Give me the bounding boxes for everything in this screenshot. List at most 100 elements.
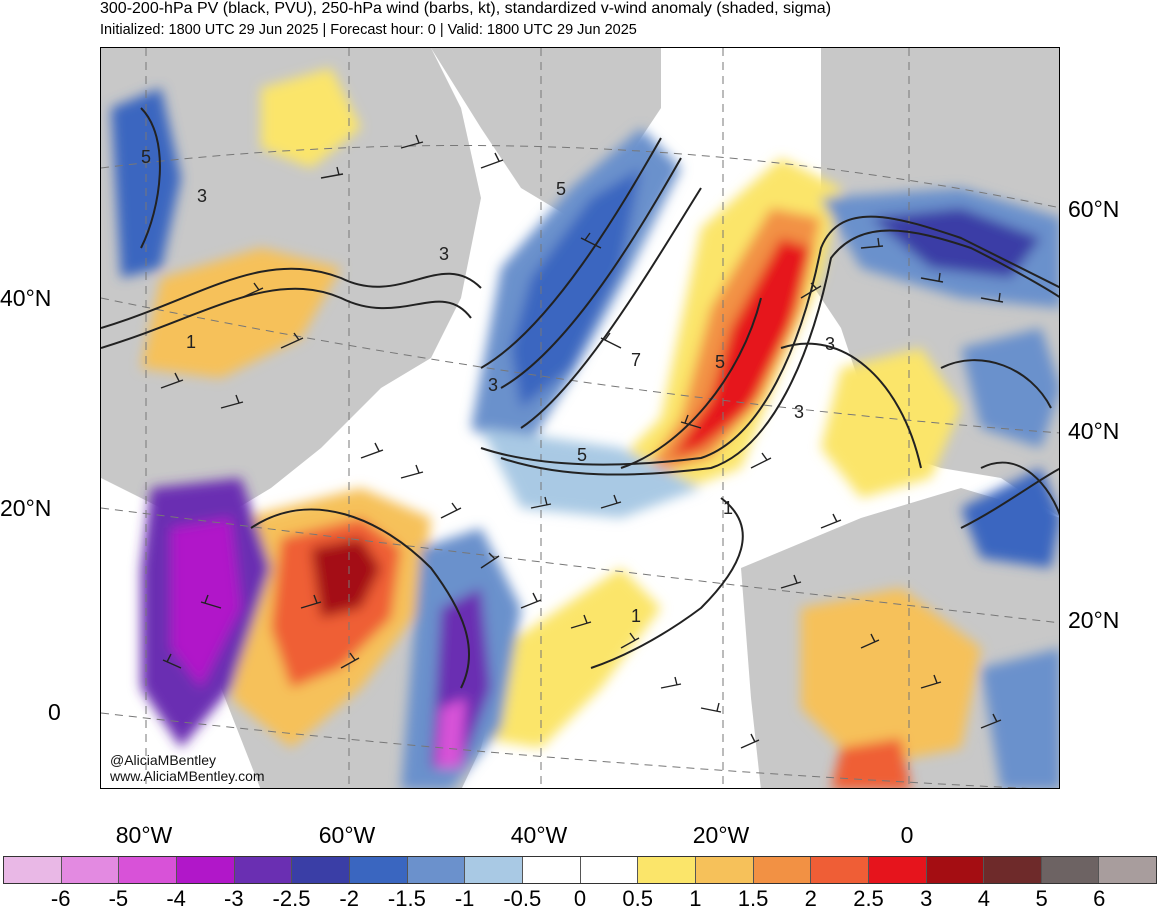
pv-label: 7 (631, 350, 641, 370)
colorbar-tick-label: -4 (166, 886, 186, 911)
colorbar-tick-label: 1 (689, 886, 702, 911)
pv-contour (101, 267, 482, 329)
parallel-40n (101, 297, 1059, 434)
anomaly-positive-atlantic-jet-max (671, 238, 811, 458)
pv-contour (250, 508, 470, 689)
lon-label-0: 0 (900, 822, 914, 848)
pv-labels: 5 3 3 5 3 1 3 7 5 5 3 1 1 (141, 147, 835, 626)
colorbar-tick-label: -5 (108, 886, 129, 911)
wind-barb (280, 332, 304, 349)
pv-label: 3 (794, 402, 804, 422)
anomaly-negative-central-atlantic-max (436, 698, 466, 768)
lat-label-60n-right: 60°N (1068, 196, 1120, 222)
anomaly-negative-mediterranean (961, 328, 1059, 448)
pv-contour (520, 187, 702, 429)
colorbar-swatch (234, 857, 293, 883)
colorbar-swatch (465, 857, 523, 883)
colorbar-tick-label: 5 (1035, 886, 1048, 911)
wind-barb (580, 232, 602, 249)
pv-contour (140, 107, 161, 249)
pv-contour (940, 359, 1052, 409)
wind-barb (520, 592, 542, 609)
wind-barb (162, 653, 182, 669)
colorbar-tick-label: -3 (224, 886, 244, 911)
lon-label-20w: 20°W (692, 822, 750, 848)
anomaly-positive-greenland (261, 68, 361, 168)
pv-label: 5 (556, 179, 566, 199)
wind-barb (360, 442, 384, 459)
anomaly-positive-west-atlantic (141, 248, 341, 378)
wind-barb (980, 292, 1004, 303)
anomaly-negative-west-us (111, 88, 181, 278)
anomaly-positive-west-africa (831, 738, 911, 788)
lat-label-0-left: 0 (48, 699, 61, 725)
colorbar-swatch (580, 857, 639, 883)
wind-barbs (160, 134, 1004, 749)
wind-barb (800, 282, 822, 299)
wind-barb (570, 614, 592, 629)
wind-barb (240, 282, 264, 299)
colorbar-tick-label: -2 (339, 886, 359, 911)
colorbar-swatch (119, 857, 177, 883)
pv-label: 1 (723, 498, 733, 518)
wind-barb (820, 513, 842, 529)
colorbar-tick-label: 3 (920, 886, 933, 911)
weather-map: 5 3 3 5 3 1 3 7 5 5 3 1 1 (100, 47, 1060, 789)
wind-barb (480, 152, 504, 169)
lon-label-60w: 60°W (318, 822, 376, 848)
pv-contours (101, 107, 1059, 689)
lat-label-40n-right: 40°N (1068, 418, 1120, 444)
pv-contour (620, 297, 762, 469)
wind-barb (700, 702, 722, 713)
wind-barb (220, 394, 244, 409)
wind-barb (980, 713, 1002, 729)
credit-handle: @AliciaMBentley (110, 752, 217, 768)
pv-label: 3 (439, 244, 449, 264)
map-subtitle: Initialized: 1800 UTC 29 Jun 2025 | Fore… (100, 22, 637, 38)
wind-barb (750, 452, 772, 469)
anomaly-positive-caribbean-max (311, 538, 381, 618)
pv-contour (500, 229, 1059, 476)
colorbar-swatch (4, 857, 62, 883)
credit-website: www.AliciaMBentley.com (110, 768, 265, 784)
wind-barb (620, 632, 640, 649)
graticule (101, 48, 1059, 788)
parallel-20n (101, 507, 1059, 624)
colorbar-swatch (61, 857, 120, 883)
colorbar-swatch (349, 857, 408, 883)
wind-barb (340, 652, 360, 669)
wind-barb (400, 134, 424, 149)
colorbar-swatch (753, 857, 812, 883)
anomaly-positive-africa (801, 588, 981, 768)
wind-barb (660, 676, 682, 689)
colorbar-tick-label: 2.5 (853, 886, 884, 911)
pv-contour (980, 461, 1059, 516)
wind-barb (160, 372, 184, 389)
anomaly-positive-tropical-atlantic (481, 568, 661, 748)
wind-barb (480, 552, 500, 569)
wind-barb (400, 464, 424, 479)
colorbar-tick-label: -2.5 (272, 886, 311, 911)
colorbar-swatch (176, 857, 235, 883)
pv-label: 3 (825, 334, 835, 354)
anomaly-negative-north-africa (961, 468, 1059, 568)
wind-barb (300, 594, 322, 609)
colorbar-tick-label: -1.5 (387, 886, 426, 911)
map-graphic: 5 3 3 5 3 1 3 7 5 5 3 1 1 (101, 48, 1059, 788)
colorbar-swatch (868, 857, 927, 883)
wind-barb (600, 332, 622, 349)
wind-barb (860, 237, 884, 249)
lon-label-40w: 40°W (510, 822, 568, 848)
pv-contour (480, 137, 662, 369)
pv-label: 5 (141, 147, 151, 167)
pv-label: 1 (631, 606, 641, 626)
colorbar-swatch (1041, 857, 1100, 883)
colorbar-swatch (292, 857, 350, 883)
colorbar (3, 856, 1157, 884)
anomaly-positive-europe (821, 348, 961, 498)
pv-label: 3 (488, 375, 498, 395)
pv-label: 5 (715, 352, 725, 372)
pv-contour (500, 157, 682, 389)
wind-barb (440, 502, 462, 519)
anomaly-negative-east-africa (981, 648, 1059, 788)
